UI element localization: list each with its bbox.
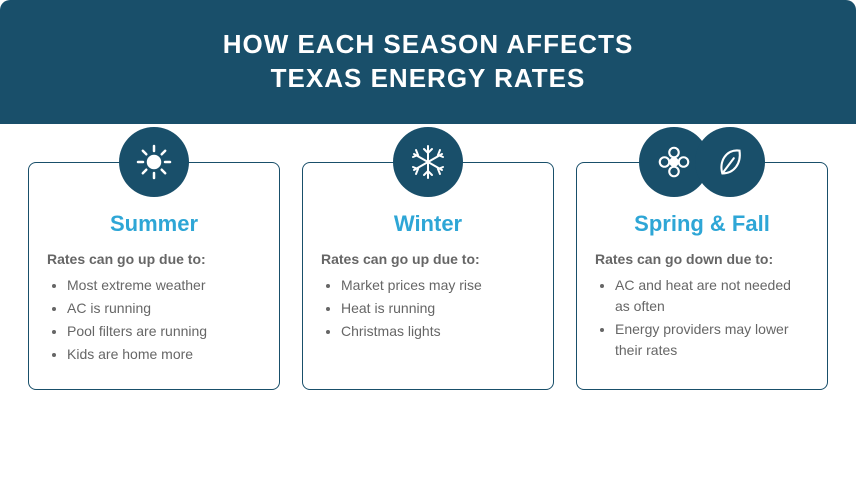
list-item: AC and heat are not needed as often	[615, 275, 809, 317]
card-summer-list: Most extreme weather AC is running Pool …	[47, 275, 261, 365]
infographic-container: HOW EACH SEASON AFFECTS TEXAS ENERGY RAT…	[0, 0, 856, 500]
sun-icon	[119, 127, 189, 197]
card-winter-iconwrap	[393, 127, 463, 197]
card-summer-iconwrap	[119, 127, 189, 197]
list-item: Most extreme weather	[67, 275, 261, 296]
header-line2: TEXAS ENERGY RATES	[20, 62, 836, 96]
card-winter-sub: Rates can go up due to:	[321, 251, 535, 267]
list-item: Christmas lights	[341, 321, 535, 342]
card-springfall-list: AC and heat are not needed as often Ener…	[595, 275, 809, 361]
list-item: Energy providers may lower their rates	[615, 319, 809, 361]
card-springfall-iconwrap	[639, 127, 765, 197]
list-item: Kids are home more	[67, 344, 261, 365]
list-item: Market prices may rise	[341, 275, 535, 296]
card-winter: Winter Rates can go up due to: Market pr…	[302, 162, 554, 390]
leaf-icon	[695, 127, 765, 197]
card-springfall: Spring & Fall Rates can go down due to: …	[576, 162, 828, 390]
card-summer-title: Summer	[47, 211, 261, 237]
cards-row: Summer Rates can go up due to: Most extr…	[0, 124, 856, 418]
list-item: AC is running	[67, 298, 261, 319]
card-winter-list: Market prices may rise Heat is running C…	[321, 275, 535, 342]
card-summer-sub: Rates can go up due to:	[47, 251, 261, 267]
header-line1: HOW EACH SEASON AFFECTS	[20, 28, 836, 62]
card-winter-title: Winter	[321, 211, 535, 237]
card-springfall-title: Spring & Fall	[595, 211, 809, 237]
card-summer: Summer Rates can go up due to: Most extr…	[28, 162, 280, 390]
list-item: Pool filters are running	[67, 321, 261, 342]
snowflake-icon	[393, 127, 463, 197]
header-banner: HOW EACH SEASON AFFECTS TEXAS ENERGY RAT…	[0, 0, 856, 124]
list-item: Heat is running	[341, 298, 535, 319]
card-springfall-sub: Rates can go down due to:	[595, 251, 809, 267]
